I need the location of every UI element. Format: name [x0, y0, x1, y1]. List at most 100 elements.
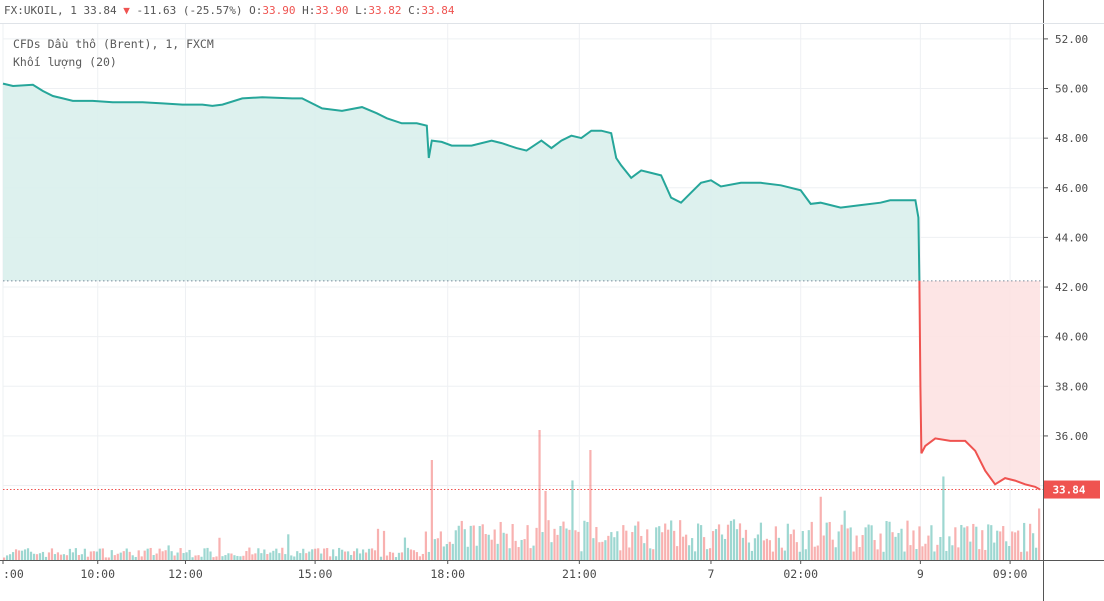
volume-bar	[272, 550, 275, 560]
volume-bar	[906, 520, 909, 560]
volume-bar	[535, 527, 538, 560]
volume-bar	[726, 524, 730, 560]
volume-bar	[846, 528, 849, 560]
volume-bar	[559, 526, 562, 560]
volume-bar	[864, 527, 867, 560]
volume-bar	[203, 548, 206, 560]
volume-bar	[341, 549, 344, 560]
volume-bar	[729, 520, 733, 560]
volume-bar	[311, 549, 314, 560]
volume-bar	[1023, 522, 1026, 560]
volume-bar	[502, 532, 505, 560]
volume-bar	[176, 552, 179, 560]
volume-bar	[364, 552, 368, 560]
instrument-legend[interactable]: CFDs Dầu thô (Brent), 1, FXCM	[13, 37, 214, 51]
volume-bar	[532, 545, 535, 560]
volume-bar	[957, 547, 960, 560]
volume-bar	[966, 526, 969, 560]
volume-bar	[822, 535, 825, 560]
volume-bar	[14, 549, 18, 560]
volume-bar	[840, 524, 843, 560]
volume-bar	[376, 528, 380, 560]
volume-bar	[230, 553, 233, 560]
volume-bar	[113, 555, 116, 560]
volume-bar	[780, 547, 783, 560]
volume-bar	[592, 538, 595, 560]
volume-bar	[744, 529, 748, 560]
volume-bar	[855, 535, 858, 560]
volume-bar	[355, 548, 359, 560]
volume-bar	[601, 541, 604, 560]
volume-bar	[610, 532, 613, 560]
x-tick-label: 15:00	[298, 567, 333, 581]
symbol-name[interactable]: FX:UKOIL, 1	[4, 4, 77, 17]
volume-bar	[152, 555, 155, 560]
volume-bar	[53, 554, 57, 560]
volume-bar	[556, 534, 559, 560]
volume-bar	[454, 530, 457, 560]
volume-bar	[942, 476, 945, 560]
volume-bar	[499, 521, 502, 560]
volume-bar	[682, 536, 685, 560]
volume-bar	[831, 539, 834, 560]
volume-bar	[484, 534, 487, 560]
volume-bar	[448, 541, 451, 560]
volume-bar	[373, 550, 377, 560]
volume-bar	[625, 530, 628, 560]
volume-bar	[167, 545, 170, 560]
volume-bar	[436, 538, 439, 560]
volume-bar	[667, 529, 670, 560]
volume-bar	[858, 547, 861, 560]
volume-bar	[418, 556, 422, 560]
y-tick-label: 36.00	[1055, 430, 1088, 443]
volume-bar	[759, 522, 763, 560]
volume-bar	[616, 531, 619, 560]
volume-bar	[810, 521, 813, 560]
volume-bar	[236, 555, 239, 560]
volume-bar	[412, 550, 416, 560]
volume-bar	[637, 521, 640, 560]
volume-bar	[565, 528, 568, 560]
volume-bar	[32, 553, 36, 560]
volume-bar	[685, 534, 688, 560]
volume-bar	[469, 525, 472, 560]
volume-bar	[705, 549, 709, 560]
volume-bar	[281, 547, 284, 560]
volume-bar	[768, 540, 771, 560]
volume-bar	[996, 530, 999, 560]
area-fill-above-baseline	[3, 83, 920, 281]
volume-bar	[439, 531, 442, 560]
volume-bar	[185, 552, 188, 560]
volume-bar	[116, 553, 119, 560]
volume-bar	[209, 551, 212, 560]
volume-bar	[652, 549, 655, 560]
volume-bar	[110, 550, 113, 560]
high-value: 33.90	[315, 4, 349, 17]
volume-bar	[795, 542, 798, 560]
volume-bar	[975, 526, 978, 560]
volume-bar	[708, 548, 712, 560]
volume-bar	[741, 537, 745, 560]
volume-bar	[442, 546, 445, 560]
volume-bar	[254, 553, 257, 560]
volume-bar	[834, 547, 837, 560]
volume-bar	[173, 555, 176, 560]
volume-bar	[553, 528, 556, 560]
volume-bar	[427, 551, 430, 560]
volume-bar	[595, 527, 598, 560]
volume-bar	[580, 551, 583, 560]
last-price-box	[1044, 480, 1100, 499]
volume-bar	[8, 554, 12, 560]
volume-bar	[933, 551, 936, 560]
volume-bar	[927, 535, 930, 560]
volume-bar	[723, 538, 727, 560]
volume-bar	[370, 548, 374, 560]
volume-legend[interactable]: Khối lượng (20)	[13, 55, 117, 69]
volume-bar	[287, 534, 290, 560]
volume-bar	[284, 554, 287, 560]
volume-bar	[317, 548, 320, 560]
volume-bar	[798, 551, 801, 560]
close-label: C:	[408, 4, 422, 17]
y-tick-label: 40.00	[1055, 331, 1088, 344]
